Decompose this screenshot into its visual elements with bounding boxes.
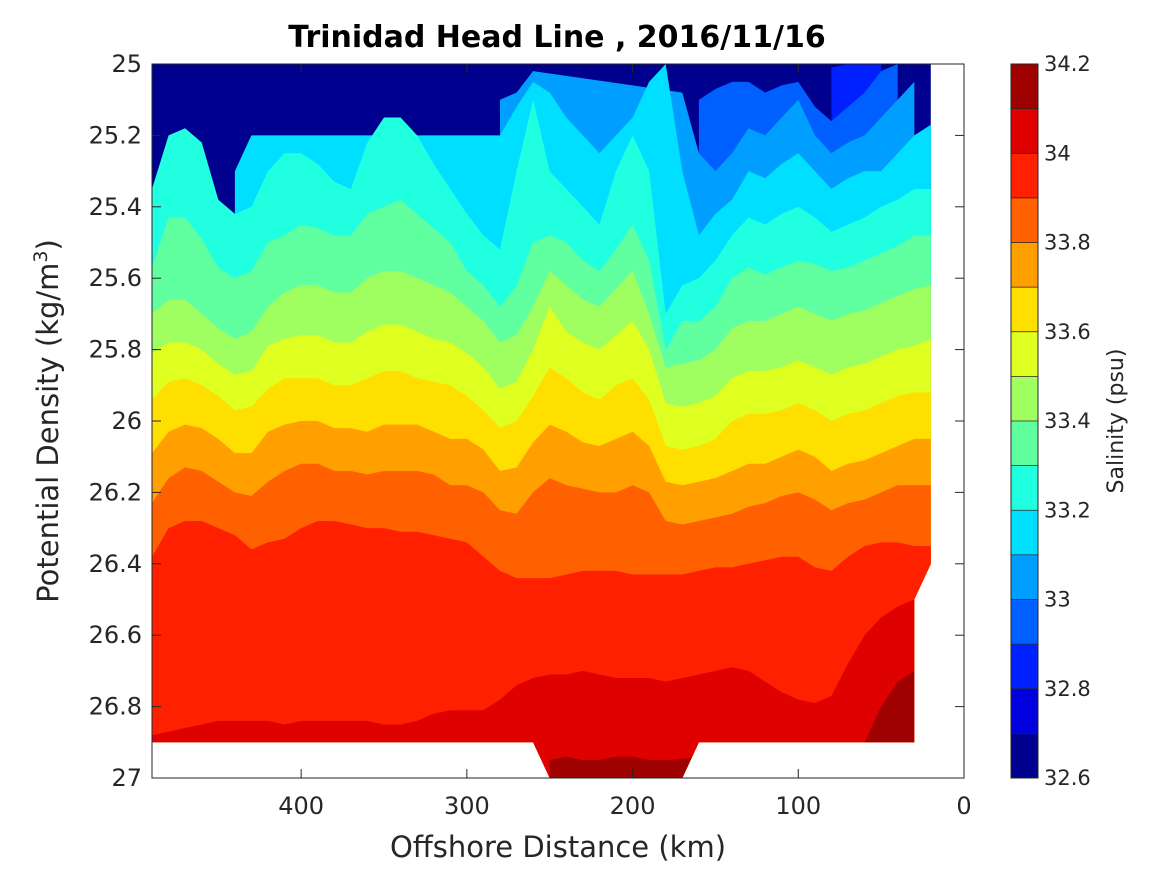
y-tick-label: 27 bbox=[111, 764, 142, 792]
y-axis-label-tail: ) bbox=[31, 239, 65, 250]
y-axis-label: Potential Density (kg/m3) bbox=[30, 239, 65, 603]
colorbar-tick-label: 34 bbox=[1044, 141, 1071, 165]
colorbar-tick-label: 32.6 bbox=[1044, 766, 1091, 790]
y-tick-label: 25.8 bbox=[89, 336, 142, 364]
contour-fill-layer bbox=[152, 64, 931, 778]
y-axis-label-base: Potential Density (kg/m bbox=[31, 263, 65, 603]
colorbar-tick-label: 33.4 bbox=[1044, 409, 1091, 433]
colorbar-segment bbox=[1011, 331, 1038, 377]
colorbar-segment bbox=[1011, 554, 1038, 600]
axes bbox=[151, 63, 965, 779]
x-tick-label: 0 bbox=[956, 792, 971, 820]
y-tick-label: 26.2 bbox=[89, 478, 142, 506]
colorbar-segment bbox=[1011, 465, 1038, 511]
y-tick-labels: 25 25.2 25.4 25.6 25.8 26 26.2 26.4 26.6 26.8 27 bbox=[89, 50, 142, 792]
y-tick-label: 25.4 bbox=[89, 193, 142, 221]
y-tick-label: 26 bbox=[111, 407, 142, 435]
y-tick-label: 25.2 bbox=[89, 121, 142, 149]
contour-band-34 bbox=[152, 599, 915, 778]
y-axis-label-superscript: 3 bbox=[30, 250, 52, 262]
colorbar-tick-label: 33.6 bbox=[1044, 320, 1091, 344]
colorbar-segment bbox=[1011, 197, 1038, 243]
y-tick-label: 26.4 bbox=[89, 550, 142, 578]
x-tick-label: 200 bbox=[610, 792, 656, 820]
colorbar-tick-label: 34.2 bbox=[1044, 52, 1091, 76]
colorbar-segment bbox=[1011, 599, 1038, 645]
colorbar-tick-label: 32.8 bbox=[1044, 677, 1091, 701]
chart-title: Trinidad Head Line , 2016/11/16 bbox=[288, 20, 825, 55]
y-tick-label: 26.6 bbox=[89, 621, 142, 649]
colorbar-segment bbox=[1011, 733, 1038, 779]
colorbar-segment bbox=[1011, 688, 1038, 734]
colorbar-segment bbox=[1011, 242, 1038, 288]
colorbar-segment bbox=[1011, 108, 1038, 154]
y-tick-label: 25.6 bbox=[89, 264, 142, 292]
colorbar-segment bbox=[1011, 644, 1038, 690]
colorbar-segment bbox=[1011, 153, 1038, 199]
colorbar-segment bbox=[1011, 510, 1038, 556]
y-tick-label: 25 bbox=[111, 50, 142, 78]
colorbar-segment bbox=[1011, 376, 1038, 422]
x-tick-label: 300 bbox=[444, 792, 490, 820]
colorbar-segment bbox=[1011, 287, 1038, 333]
x-tick-label: 400 bbox=[278, 792, 324, 820]
x-tick-labels: 400 300 200 100 0 bbox=[278, 792, 971, 820]
colorbar-tick-label: 33 bbox=[1044, 588, 1071, 612]
x-axis-label: Offshore Distance (km) bbox=[390, 830, 726, 864]
colorbar-segment bbox=[1011, 421, 1038, 467]
colorbar: 32.6 32.8 33 33.2 33.4 33.6 33.8 34 34.2 bbox=[1010, 52, 1091, 790]
colorbar-tick-label: 33.8 bbox=[1044, 231, 1091, 255]
x-tick-label: 100 bbox=[775, 792, 821, 820]
colorbar-tick-label: 33.2 bbox=[1044, 498, 1091, 522]
y-tick-label: 26.8 bbox=[89, 693, 142, 721]
colorbar-label: Salinity (psu) bbox=[1104, 349, 1129, 494]
colorbar-segment bbox=[1011, 64, 1038, 110]
